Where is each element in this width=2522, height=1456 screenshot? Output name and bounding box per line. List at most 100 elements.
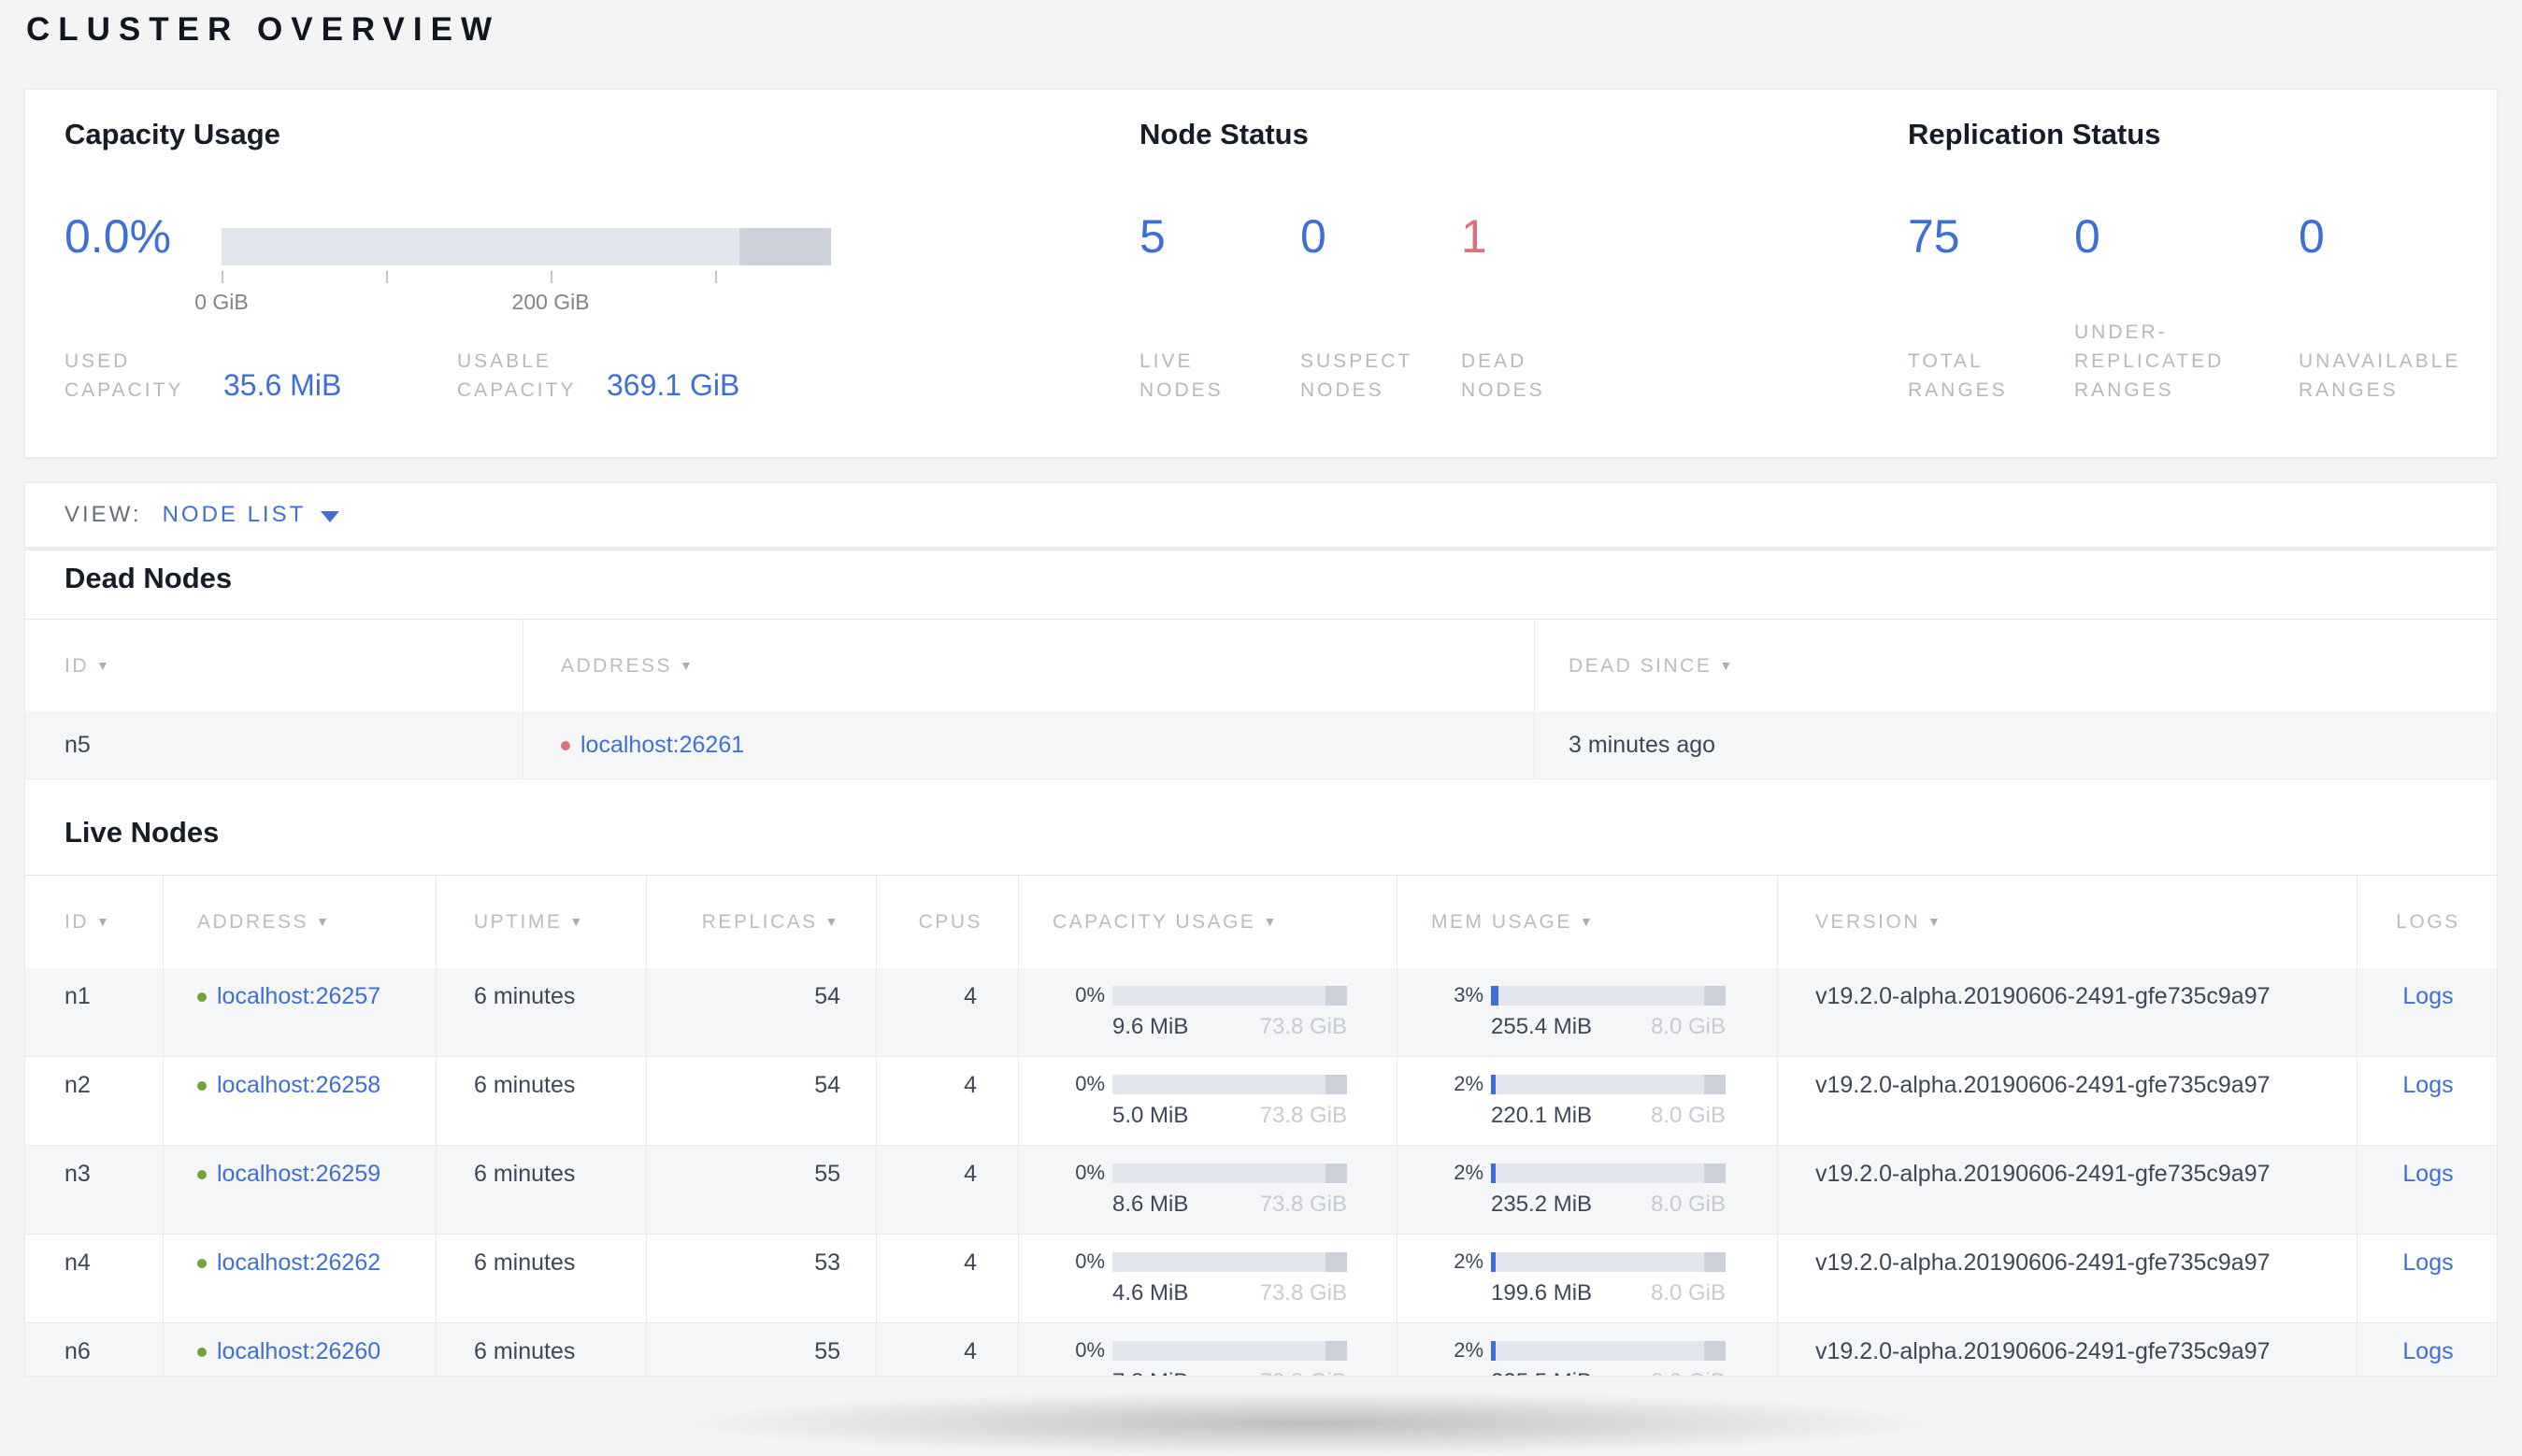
- total-ranges-count: 75: [1908, 210, 1960, 263]
- node-status-heading: Node Status: [1139, 118, 1309, 150]
- capacity-gauge-bar: [222, 228, 831, 265]
- node-capacity-cell: 0% 5.0 MiB 73.8 GiB: [1018, 1057, 1397, 1145]
- memory-total-value: 8.0 GiB: [1651, 1369, 1726, 1376]
- node-address-link[interactable]: localhost:26260: [217, 1338, 381, 1364]
- dead-status-icon: [561, 741, 570, 750]
- memory-bar: [1491, 1163, 1726, 1183]
- live-status-icon: [197, 992, 207, 1002]
- node-address-cell: localhost:26259: [163, 1146, 436, 1234]
- logs-link[interactable]: Logs: [2402, 1338, 2454, 1364]
- gauge-tick: [551, 271, 553, 283]
- memory-bar-reserved: [1704, 1074, 1726, 1094]
- logs-link[interactable]: Logs: [2402, 983, 2454, 1009]
- table-row: n4 localhost:26262 6 minutes 53 4 0% 4.6…: [25, 1235, 2497, 1323]
- live-col-version[interactable]: VERSION ▼: [1777, 876, 2357, 968]
- unavailable-ranges-label: UNAVAILABLE RANGES: [2299, 350, 2461, 401]
- logs-link[interactable]: Logs: [2402, 1161, 2454, 1187]
- node-memory-cell: 3% 255.4 MiB 8.0 GiB: [1397, 968, 1777, 1056]
- live-col-replicas[interactable]: REPLICAS ▼: [646, 876, 876, 968]
- capacity-used-value: 7.8 MiB: [1112, 1369, 1188, 1376]
- suspect-nodes-label: SUSPECT NODES: [1300, 350, 1413, 401]
- dead-col-dead-since[interactable]: DEAD SINCE ▼: [1534, 620, 2497, 711]
- node-logs-cell: Logs: [2357, 1146, 2497, 1234]
- gauge-tick: [222, 271, 223, 283]
- node-memory-cell: 2% 235.2 MiB 8.0 GiB: [1397, 1146, 1777, 1234]
- node-id: n5: [64, 732, 91, 758]
- dead-since-value: 3 minutes ago: [1534, 711, 2497, 778]
- node-address-link[interactable]: localhost:26257: [217, 983, 381, 1009]
- memory-used-value: 225.5 MiB: [1491, 1369, 1592, 1376]
- capacity-percent-label: 0%: [1075, 983, 1105, 1006]
- node-replicas: 54: [646, 1057, 876, 1145]
- memory-bar-reserved: [1704, 1251, 1726, 1272]
- sort-arrow-icon: ▼: [680, 658, 695, 673]
- table-row: n3 localhost:26259 6 minutes 55 4 0% 8.6…: [25, 1146, 2497, 1235]
- memory-used-value: 255.4 MiB: [1491, 1014, 1593, 1039]
- gauge-tick: [715, 271, 718, 283]
- live-nodes-count: 5: [1139, 210, 1166, 263]
- node-address-link[interactable]: localhost:26258: [217, 1072, 381, 1098]
- dead-col-address[interactable]: ADDRESS ▼: [523, 620, 1534, 711]
- capacity-bar: [1112, 985, 1347, 1006]
- node-logs-cell: Logs: [2357, 1235, 2497, 1322]
- replication-status-heading: Replication Status: [1908, 118, 2161, 150]
- memory-bar: [1491, 985, 1726, 1006]
- live-nodes-table: ID ▼ ADDRESS ▼ UPTIME ▼ REPLICAS ▼ CPUS CAPA…: [25, 875, 2497, 1376]
- capacity-gauge-axis: 0 GiB 200 GiB: [194, 265, 831, 331]
- capacity-bar-reserved: [1325, 1251, 1347, 1272]
- capacity-used-value: 8.6 MiB: [1112, 1192, 1189, 1217]
- memory-bar-fill: [1491, 1340, 1497, 1361]
- memory-bar: [1491, 1340, 1726, 1361]
- capacity-total-value: 73.8 GiB: [1260, 1369, 1347, 1376]
- live-status-icon: [197, 1348, 207, 1357]
- node-memory-cell: 2% 220.1 MiB 8.0 GiB: [1397, 1057, 1777, 1145]
- node-cpus: 4: [876, 1323, 1018, 1376]
- capacity-used-value: 5.0 MiB: [1112, 1103, 1189, 1128]
- under-replicated-ranges-count: 0: [2074, 210, 2100, 263]
- node-id: n2: [64, 1072, 91, 1098]
- capacity-bar: [1112, 1251, 1347, 1272]
- live-col-id[interactable]: ID ▼: [64, 911, 112, 933]
- memory-used-value: 235.2 MiB: [1491, 1192, 1593, 1217]
- logs-link[interactable]: Logs: [2402, 1249, 2454, 1276]
- memory-percent-label: 2%: [1454, 1161, 1483, 1184]
- node-uptime: 6 minutes: [436, 1235, 646, 1322]
- sort-arrow-icon: ▼: [824, 914, 840, 929]
- logs-link[interactable]: Logs: [2402, 1072, 2454, 1098]
- node-replicas: 53: [646, 1235, 876, 1322]
- capacity-usage-heading: Capacity Usage: [64, 118, 280, 150]
- node-address-link[interactable]: localhost:26259: [217, 1161, 381, 1187]
- capacity-used-value: 4.6 MiB: [1112, 1280, 1189, 1306]
- live-col-capacity-usage[interactable]: CAPACITY USAGE ▼: [1018, 876, 1397, 968]
- usable-capacity-label: USABLE CAPACITY: [457, 350, 577, 401]
- node-uptime: 6 minutes: [436, 1146, 646, 1234]
- sort-arrow-icon: ▼: [1927, 914, 1943, 929]
- dead-col-id[interactable]: ID ▼: [64, 655, 112, 677]
- memory-bar-fill: [1491, 1163, 1497, 1183]
- sort-arrow-icon: ▼: [569, 914, 585, 929]
- live-nodes-table-body: n1 localhost:26257 6 minutes 54 4 0% 9.6…: [25, 968, 2497, 1376]
- node-address-cell: localhost:26258: [163, 1057, 436, 1145]
- node-capacity-cell: 0% 9.6 MiB 73.8 GiB: [1018, 968, 1397, 1056]
- node-logs-cell: Logs: [2357, 1057, 2497, 1145]
- node-address-cell: localhost:26257: [163, 968, 436, 1056]
- sort-arrow-icon: ▼: [96, 658, 112, 673]
- dead-nodes-count: 1: [1461, 210, 1487, 263]
- capacity-total-value: 73.8 GiB: [1259, 1192, 1347, 1217]
- view-dropdown[interactable]: NODE LIST: [163, 502, 340, 528]
- table-row: n2 localhost:26258 6 minutes 54 4 0% 5.0…: [25, 1057, 2497, 1146]
- node-address-link[interactable]: localhost:26261: [580, 732, 745, 758]
- sort-arrow-icon: ▼: [316, 914, 332, 929]
- used-capacity-label: USED CAPACITY: [64, 350, 184, 401]
- capacity-total-value: 73.8 GiB: [1259, 1280, 1347, 1306]
- view-dropdown-selected: NODE LIST: [162, 502, 307, 527]
- live-col-logs: LOGS: [2357, 876, 2497, 968]
- live-col-address[interactable]: ADDRESS ▼: [163, 876, 436, 968]
- live-col-mem-usage[interactable]: MEM USAGE ▼: [1397, 876, 1777, 968]
- memory-bar-fill: [1491, 1074, 1497, 1094]
- node-address-link[interactable]: localhost:26262: [217, 1249, 381, 1276]
- node-address-cell: localhost:26260: [163, 1323, 436, 1376]
- live-col-uptime[interactable]: UPTIME ▼: [436, 876, 646, 968]
- suspect-nodes-count: 0: [1300, 210, 1326, 263]
- node-cpus: 4: [876, 1057, 1018, 1145]
